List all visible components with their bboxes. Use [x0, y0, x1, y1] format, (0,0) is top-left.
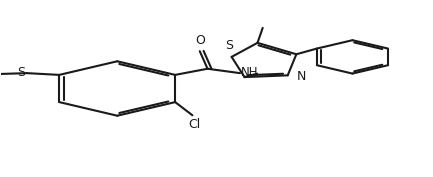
- Text: O: O: [195, 34, 205, 47]
- Text: S: S: [226, 39, 233, 52]
- Text: N: N: [297, 70, 307, 83]
- Text: NH: NH: [241, 66, 259, 79]
- Text: Cl: Cl: [188, 118, 201, 131]
- Text: S: S: [17, 66, 25, 79]
